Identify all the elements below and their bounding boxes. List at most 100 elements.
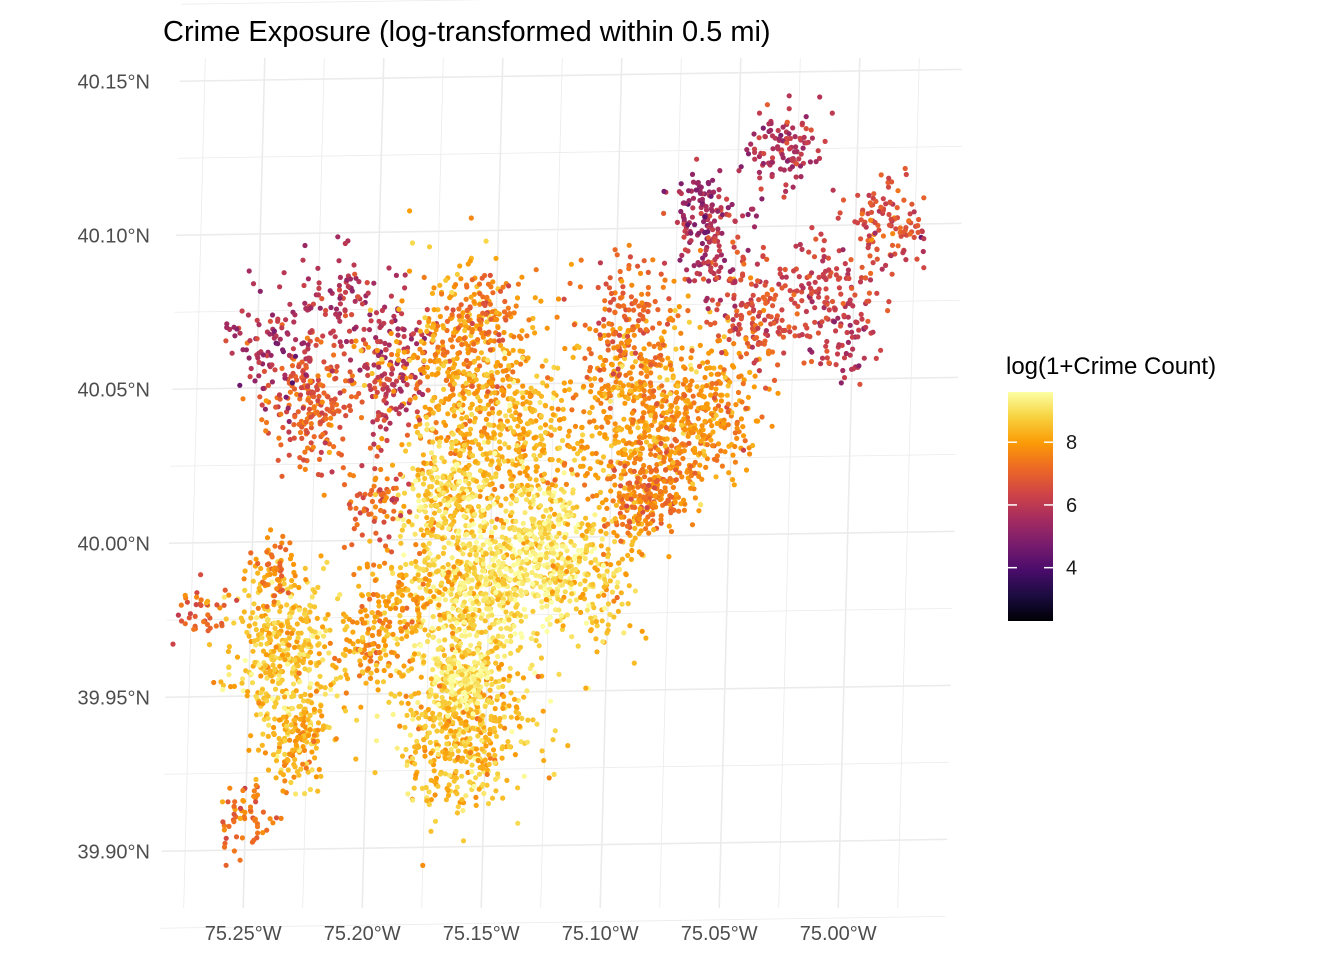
data-point bbox=[278, 668, 284, 675]
data-point bbox=[718, 398, 725, 404]
data-point bbox=[265, 733, 271, 740]
data-point bbox=[397, 533, 403, 539]
data-point bbox=[621, 416, 627, 422]
data-point bbox=[337, 318, 343, 324]
data-point bbox=[702, 418, 708, 424]
data-point bbox=[567, 598, 573, 604]
data-point bbox=[437, 721, 443, 727]
data-point bbox=[287, 436, 293, 443]
data-point bbox=[554, 534, 560, 540]
data-point bbox=[428, 797, 434, 803]
data-point bbox=[390, 711, 396, 718]
data-point bbox=[389, 351, 395, 358]
data-point bbox=[487, 625, 493, 631]
data-point bbox=[480, 542, 486, 548]
data-point bbox=[477, 575, 483, 581]
data-point bbox=[636, 303, 642, 309]
data-point bbox=[381, 519, 387, 525]
data-point bbox=[618, 590, 624, 596]
data-point bbox=[240, 347, 246, 353]
data-point bbox=[442, 755, 448, 762]
data-point bbox=[621, 630, 627, 636]
data-point bbox=[271, 599, 277, 605]
data-point bbox=[419, 504, 425, 511]
data-point bbox=[317, 708, 323, 714]
data-point bbox=[446, 772, 452, 778]
data-point bbox=[513, 592, 520, 598]
data-point bbox=[319, 399, 325, 405]
data-point bbox=[426, 789, 432, 795]
data-point bbox=[445, 578, 452, 585]
data-point bbox=[449, 289, 455, 296]
data-point bbox=[405, 587, 411, 593]
data-point bbox=[541, 521, 548, 527]
data-point bbox=[474, 700, 481, 706]
data-point bbox=[434, 479, 440, 485]
data-point bbox=[510, 347, 516, 353]
data-point bbox=[506, 363, 512, 369]
data-point bbox=[506, 673, 512, 679]
data-point bbox=[395, 357, 401, 363]
data-point bbox=[581, 456, 587, 462]
data-point bbox=[509, 476, 515, 482]
data-point bbox=[340, 436, 346, 442]
data-point bbox=[301, 457, 307, 463]
data-point bbox=[290, 604, 297, 611]
data-point bbox=[483, 416, 489, 422]
data-point bbox=[539, 436, 545, 442]
data-point bbox=[277, 396, 283, 402]
data-point bbox=[568, 581, 575, 587]
data-point bbox=[377, 537, 383, 543]
data-point bbox=[601, 584, 607, 590]
data-point bbox=[333, 306, 340, 312]
data-point bbox=[588, 389, 594, 395]
data-point bbox=[365, 290, 371, 296]
data-point bbox=[228, 684, 234, 690]
data-point bbox=[573, 529, 580, 535]
data-point bbox=[693, 369, 699, 375]
data-point bbox=[315, 377, 321, 383]
data-point bbox=[261, 368, 267, 374]
data-point bbox=[551, 523, 557, 530]
data-point bbox=[369, 370, 375, 377]
data-point bbox=[587, 542, 593, 548]
data-point bbox=[226, 823, 232, 830]
data-point bbox=[304, 383, 311, 390]
data-point bbox=[533, 456, 539, 462]
data-point bbox=[391, 313, 397, 319]
data-point bbox=[367, 307, 374, 313]
data-point bbox=[412, 749, 419, 755]
data-point bbox=[403, 572, 409, 578]
data-point bbox=[241, 576, 247, 582]
data-point bbox=[385, 631, 391, 638]
data-point bbox=[555, 596, 561, 602]
data-point bbox=[500, 524, 506, 531]
data-point bbox=[538, 529, 544, 536]
data-point bbox=[539, 604, 545, 610]
data-point bbox=[615, 608, 622, 615]
gridline-lat bbox=[176, 222, 962, 237]
data-point bbox=[417, 566, 423, 572]
data-point bbox=[428, 759, 434, 765]
data-point bbox=[412, 651, 418, 657]
data-point bbox=[467, 698, 473, 704]
data-point bbox=[368, 670, 374, 676]
data-point bbox=[255, 830, 261, 836]
data-point bbox=[241, 814, 247, 820]
data-point bbox=[426, 730, 432, 736]
data-point bbox=[380, 679, 387, 685]
data-point bbox=[695, 434, 701, 440]
data-point bbox=[517, 412, 523, 418]
data-point bbox=[182, 592, 188, 599]
data-point bbox=[491, 390, 498, 396]
data-point bbox=[355, 638, 361, 644]
data-point bbox=[643, 439, 650, 445]
data-point bbox=[518, 588, 524, 594]
data-point bbox=[549, 457, 555, 463]
data-point bbox=[533, 477, 539, 483]
data-point bbox=[420, 350, 426, 356]
data-point bbox=[322, 685, 328, 691]
data-point bbox=[436, 443, 442, 449]
data-point bbox=[369, 610, 375, 616]
data-point bbox=[401, 490, 408, 496]
